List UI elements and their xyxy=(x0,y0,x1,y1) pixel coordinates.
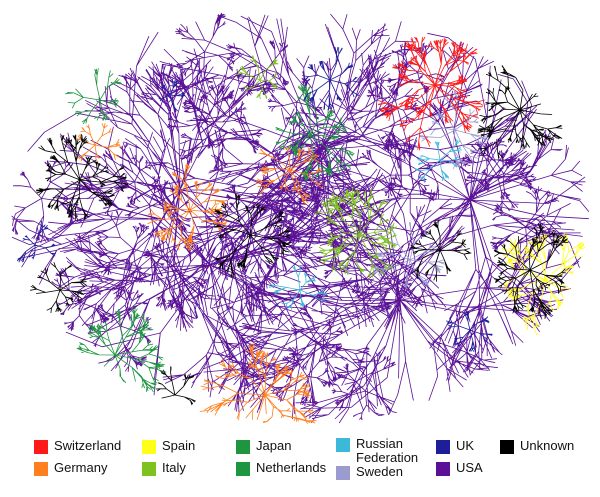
legend-item-uk: UK xyxy=(436,439,474,454)
usa-links xyxy=(11,12,590,424)
legend-swatch xyxy=(500,440,514,454)
legend-item-italy: Italy xyxy=(142,461,186,476)
legend-swatch xyxy=(34,462,48,476)
network-map xyxy=(11,12,590,425)
legend-item-unknown: Unknown xyxy=(500,439,574,454)
legend-item-russian-federation: Russian Federation xyxy=(336,437,418,465)
uk-links xyxy=(16,46,493,353)
legend-item-usa: USA xyxy=(436,461,483,476)
legend-label: Switzerland xyxy=(54,438,122,453)
legend-swatch xyxy=(436,462,450,476)
legend-swatch xyxy=(142,440,156,454)
legend-label: Japan xyxy=(256,438,292,453)
legend-item-japan: Japan xyxy=(236,439,291,454)
legend-item-switzerland: Switzerland xyxy=(34,439,121,454)
legend-label: USA xyxy=(456,460,483,475)
legend-item-sweden: Sweden xyxy=(336,465,403,480)
legend-label: Italy xyxy=(162,460,186,475)
legend-label: Russian Federation xyxy=(356,436,419,465)
legend-swatch xyxy=(436,440,450,454)
legend-swatch xyxy=(236,462,250,476)
legend-swatch xyxy=(34,440,48,454)
legend-swatch xyxy=(336,438,350,452)
germany-links xyxy=(76,123,324,425)
legend-swatch xyxy=(336,466,350,480)
unknown-links xyxy=(30,65,569,406)
legend-label: UK xyxy=(456,438,475,453)
japan-netherlands-links xyxy=(65,68,355,393)
legend-label: Unknown xyxy=(520,438,575,453)
legend-label: Sweden xyxy=(356,464,403,479)
russian-federation-links xyxy=(268,139,462,310)
legend-label: Netherlands xyxy=(256,460,327,475)
legend: Switzerland Germany Spain Italy Japan Ne… xyxy=(34,435,594,495)
legend-item-netherlands: Netherlands xyxy=(236,461,326,476)
legend-swatch xyxy=(142,462,156,476)
switzerland-links xyxy=(377,36,485,151)
italy-links xyxy=(236,55,397,279)
legend-item-germany: Germany xyxy=(34,461,107,476)
legend-label: Spain xyxy=(162,438,196,453)
legend-item-spain: Spain xyxy=(142,439,195,454)
legend-swatch xyxy=(236,440,250,454)
legend-label: Germany xyxy=(54,460,108,475)
